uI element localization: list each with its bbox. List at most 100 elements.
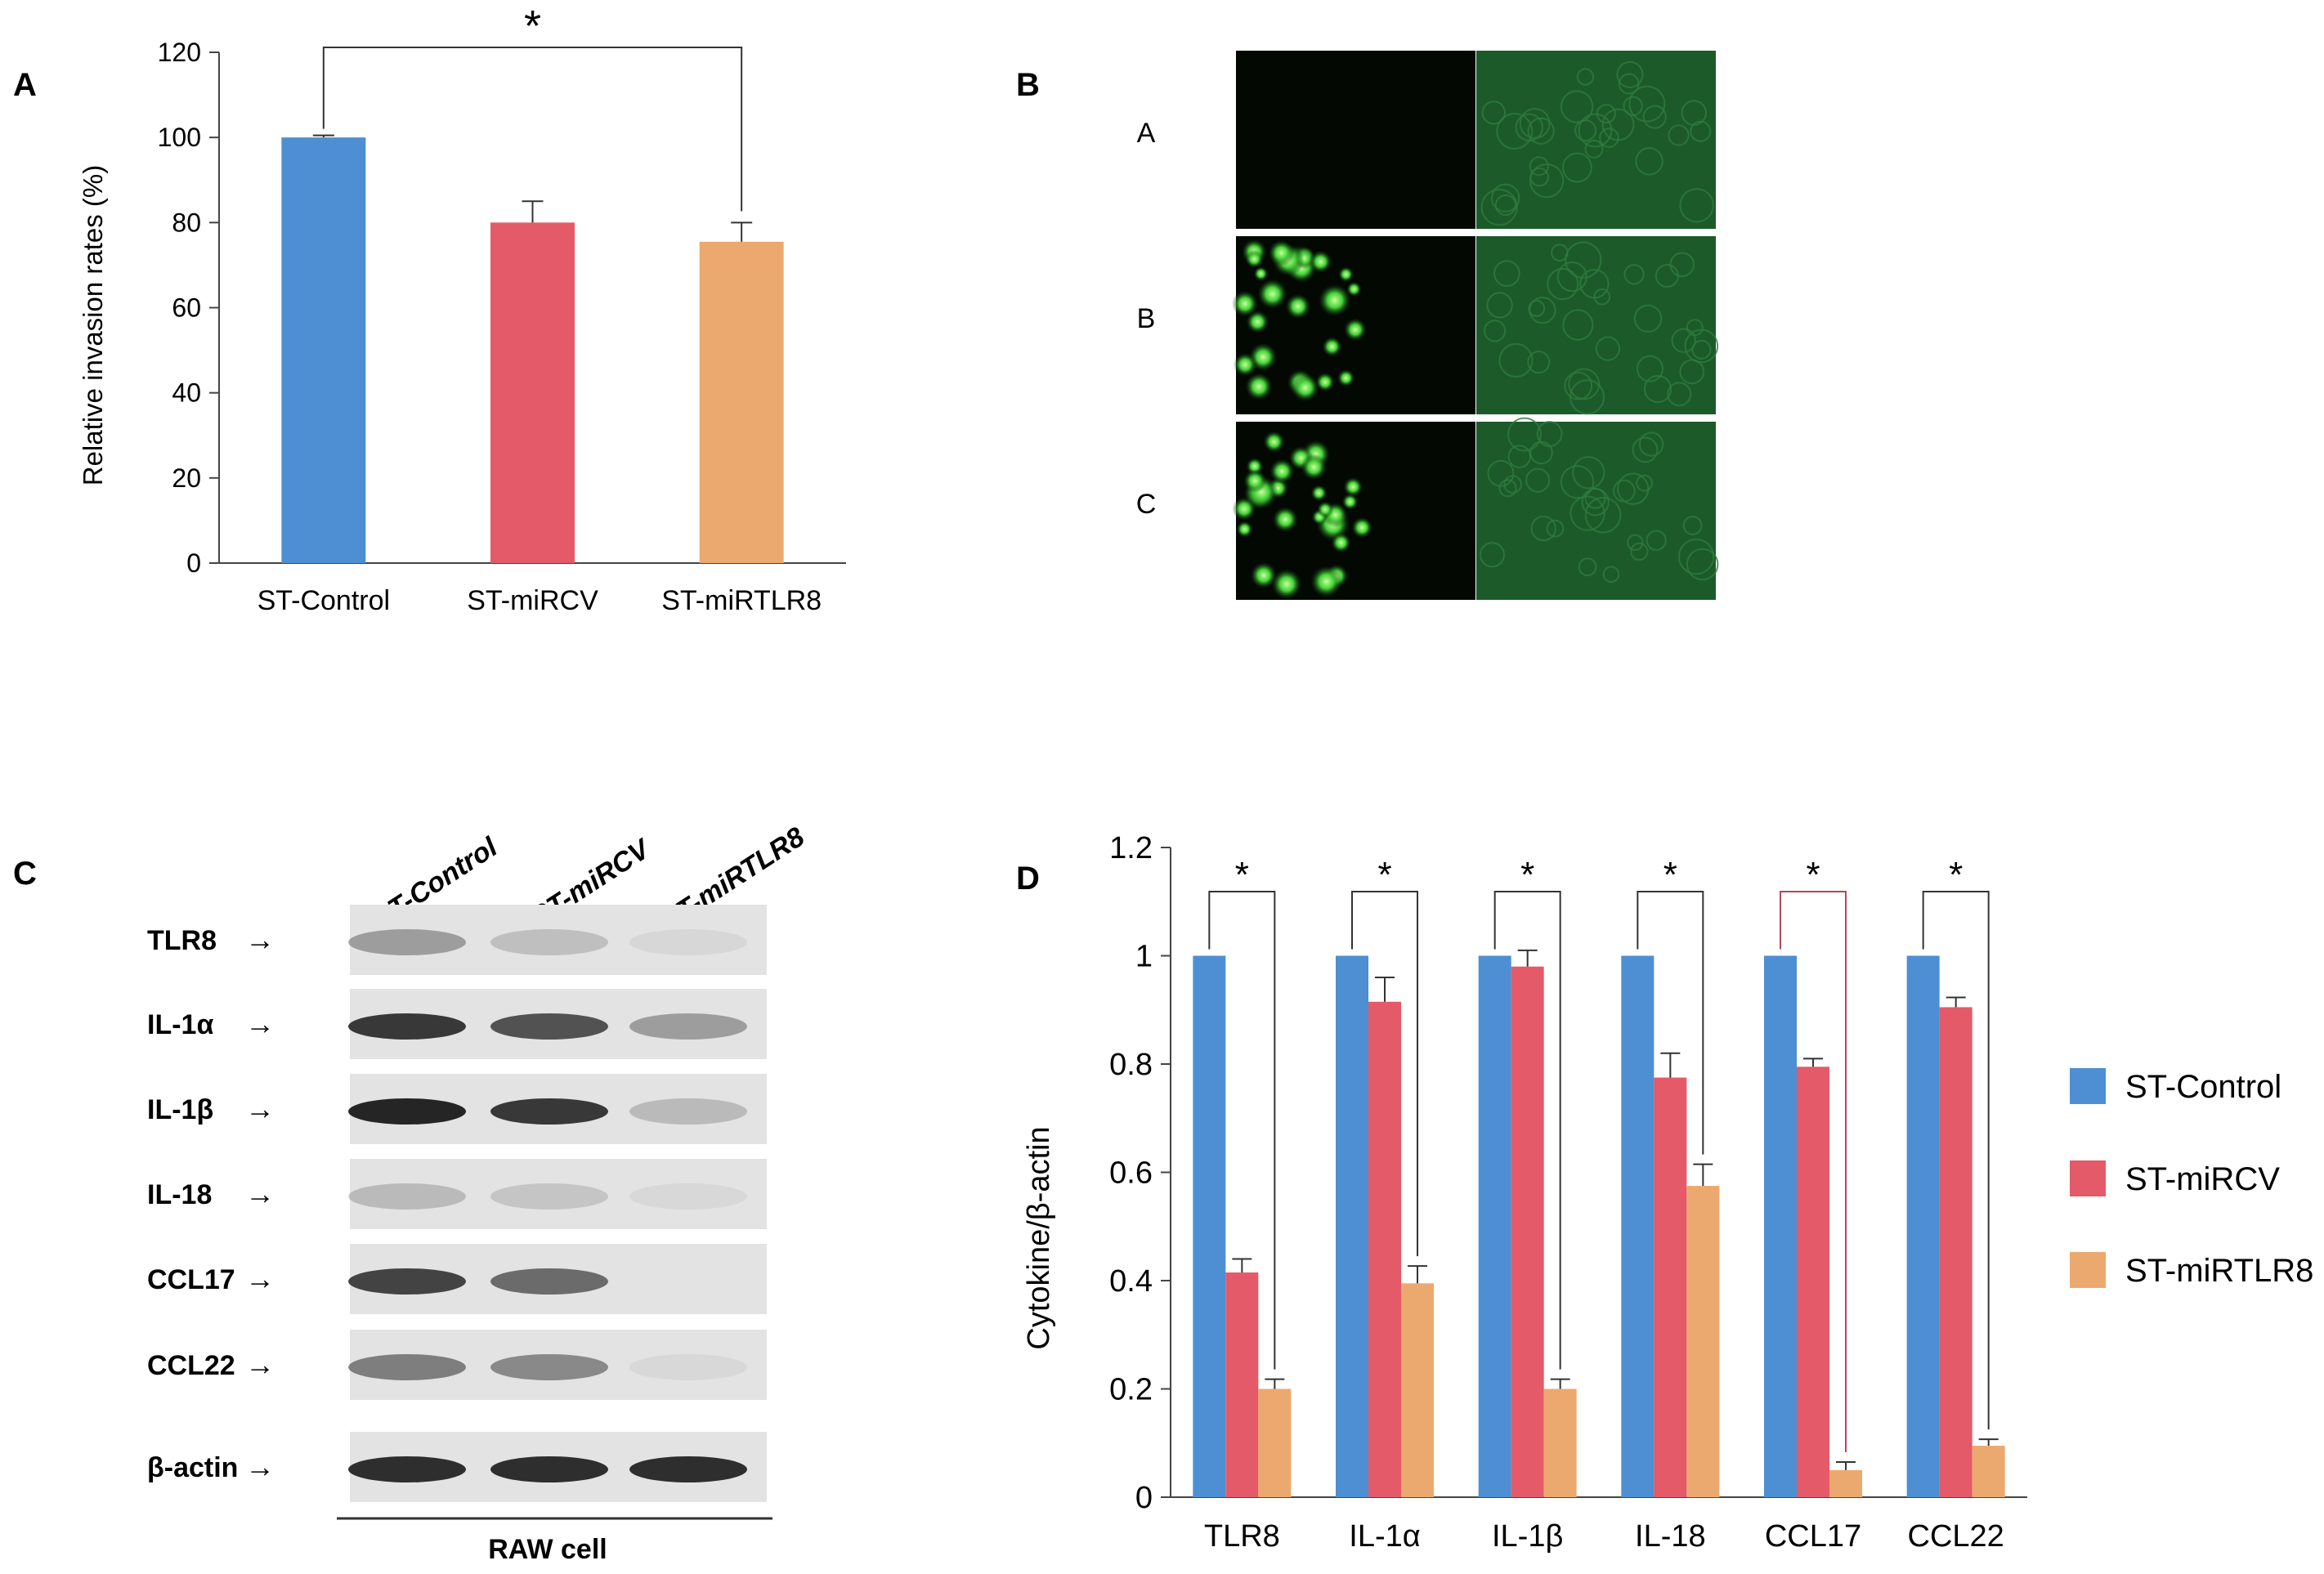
fluorescent-cell — [1317, 501, 1334, 518]
fluorescent-cell — [1343, 318, 1367, 342]
brightfield-cell — [1628, 85, 1666, 123]
brightfield-cell — [1618, 73, 1640, 95]
brightfield-cell — [1578, 113, 1613, 148]
significance-marker: * — [1377, 855, 1391, 895]
x-tick-label: CCL17 — [1765, 1519, 1861, 1554]
bar — [1225, 1272, 1259, 1497]
significance-marker: * — [524, 2, 541, 51]
brightfield-cell — [1638, 432, 1664, 457]
arrow-icon: → — [245, 1348, 275, 1381]
brightfield-cell — [1507, 445, 1532, 468]
brightfield-cell — [1529, 163, 1565, 199]
brightfield-cell — [1668, 124, 1690, 146]
fluorescent-cell — [1232, 290, 1259, 317]
micrograph-row-label: B — [1137, 303, 1156, 334]
chart-a-ylabel: Relative invasion rates (%) — [78, 165, 108, 486]
brightfield-cell — [1481, 101, 1506, 125]
arrow-icon: → — [245, 1450, 275, 1483]
brightfield-cell — [1667, 382, 1692, 407]
brightfield-cell — [1565, 241, 1602, 279]
significance-bracket — [322, 47, 743, 212]
bar — [1258, 1388, 1292, 1497]
brightfield-cell — [1686, 548, 1719, 581]
y-tick-label: 60 — [172, 293, 201, 323]
y-tick-label: 0.2 — [1109, 1373, 1153, 1407]
brightfield-cell — [1671, 328, 1696, 353]
blot-band — [348, 1183, 466, 1210]
blot-strip — [350, 905, 767, 975]
fluorescent-cell — [1268, 239, 1295, 266]
fluorescent-cell — [1318, 284, 1351, 317]
brightfield-cell — [1528, 299, 1546, 317]
y-tick-label: 0.4 — [1109, 1264, 1153, 1299]
fluorescent-cell — [1341, 493, 1359, 510]
legend-label: ST-miRCV — [2125, 1161, 2280, 1197]
fluorescent-cell — [1272, 506, 1299, 533]
blot-row-label: CCL22 — [147, 1350, 235, 1381]
micrograph-row-label: A — [1137, 118, 1156, 149]
significance-bracket — [1351, 891, 1418, 1257]
significance-marker: * — [1664, 855, 1677, 895]
brightfield-cell — [1579, 269, 1610, 299]
arrow-icon: → — [245, 1177, 275, 1210]
bar — [1939, 1007, 1972, 1497]
fluorescent-cell — [1245, 373, 1273, 400]
fluorescent-cell — [1337, 369, 1355, 387]
x-tick-label: ST-Control — [257, 585, 391, 616]
panel-c-letter: C — [13, 856, 37, 892]
bar — [1654, 1077, 1687, 1497]
y-tick-label: 0.6 — [1109, 1156, 1153, 1191]
blot-row-label: CCL17 — [147, 1264, 235, 1295]
brightfield-cell — [1564, 371, 1593, 400]
fluorescent-cell — [1315, 372, 1335, 392]
brightfield-cell — [1578, 557, 1597, 577]
brightfield-cell — [1677, 539, 1715, 575]
fluorescent-cell — [1263, 431, 1285, 453]
brightfield-cell — [1691, 339, 1712, 360]
blot-band — [629, 1354, 747, 1380]
fluorescent-cell — [1232, 497, 1256, 521]
fluorescent-cell — [1269, 458, 1295, 484]
bar — [1621, 955, 1655, 1497]
brightfield-cell — [1496, 113, 1534, 150]
brightfield-cell — [1679, 359, 1705, 385]
brightfield-cell — [1503, 475, 1522, 494]
bar — [1478, 955, 1511, 1497]
significance-bracket — [1493, 891, 1561, 1370]
blot-band — [348, 1098, 466, 1125]
brightfield-cell — [1568, 368, 1601, 400]
brightfield-cell — [1593, 288, 1611, 306]
brightfield-cell — [1487, 459, 1515, 487]
brightfield-cell — [1679, 188, 1714, 223]
bar — [1511, 966, 1544, 1497]
bar — [1336, 955, 1368, 1497]
brightfield-cell — [1536, 421, 1563, 447]
brightfield-cell — [1494, 195, 1517, 217]
brightfield-cell — [1574, 119, 1596, 142]
y-tick-label: 1 — [1135, 940, 1153, 974]
fluorescent-cell — [1253, 266, 1269, 281]
blot-band — [348, 1456, 466, 1482]
brightfield-cell — [1669, 252, 1695, 277]
brightfield-cell — [1546, 519, 1565, 538]
brightfield-cell — [1551, 244, 1569, 262]
brightfield-cell — [1623, 264, 1645, 285]
fluorescent-cell — [1322, 336, 1342, 357]
brightfield-cell — [1681, 100, 1707, 126]
fluorescent-cell — [1236, 521, 1253, 538]
fluorescent-cell — [1271, 568, 1302, 600]
y-tick-label: 0 — [1135, 1481, 1153, 1515]
brightfield-cell — [1633, 304, 1663, 333]
blot-strip — [350, 1159, 767, 1229]
brightfield-cell — [1636, 474, 1654, 492]
y-tick-label: 0 — [186, 548, 201, 578]
brightfield-cell — [1519, 108, 1551, 139]
x-tick-label: IL-18 — [1635, 1519, 1706, 1554]
significance-bracket — [1637, 891, 1704, 1155]
fluorescent-cell — [1331, 532, 1351, 553]
blot-band — [629, 1013, 747, 1040]
fluorescent-cell — [1309, 250, 1332, 274]
brightfield-cell — [1576, 68, 1595, 86]
panel-a-letter: A — [13, 67, 37, 103]
